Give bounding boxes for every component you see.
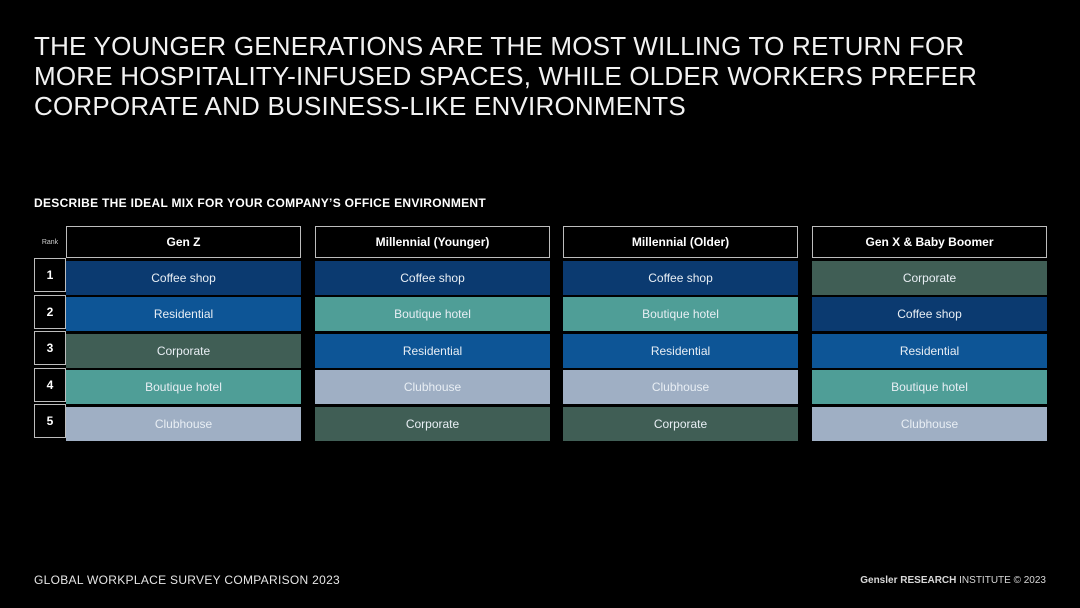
table-subtitle: DESCRIBE THE IDEAL MIX FOR YOUR COMPANY’… — [34, 196, 487, 210]
title-line-2: MORE HOSPITALITY-INFUSED SPACES, WHILE O… — [34, 61, 978, 91]
mix-cell: Clubhouse — [315, 370, 550, 404]
mix-cell: Corporate — [812, 260, 1047, 295]
mix-cell: Boutique hotel — [812, 370, 1047, 404]
rank-column: Rank 1 2 3 4 5 — [34, 226, 66, 441]
title-line-1: THE YOUNGER GENERATIONS ARE THE MOST WIL… — [34, 31, 965, 61]
mix-cell: Corporate — [66, 333, 301, 368]
mix-cell: Coffee shop — [563, 260, 798, 295]
brand-footer: Gensler RESEARCH INSTITUTE © 2023 — [860, 575, 1046, 586]
mix-cell: Corporate — [315, 406, 550, 441]
group-gen-z: Gen Z Coffee shop Residential Corporate … — [66, 226, 301, 441]
group-gen-x-baby-boomer: Gen X & Baby Boomer Corporate Coffee sho… — [812, 226, 1047, 441]
rank-cell: 5 — [34, 404, 66, 438]
mix-cell: Clubhouse — [563, 370, 798, 404]
survey-footer: GLOBAL WORKPLACE SURVEY COMPARISON 2023 — [34, 573, 341, 587]
group-header: Millennial (Older) — [563, 226, 798, 258]
mix-cell: Residential — [812, 333, 1047, 368]
title-line-3: CORPORATE AND BUSINESS-LIKE ENVIRONMENTS — [34, 91, 686, 121]
page-title: THE YOUNGER GENERATIONS ARE THE MOST WIL… — [34, 31, 1034, 121]
mix-cell: Boutique hotel — [66, 370, 301, 404]
group-millennial-older: Millennial (Older) Coffee shop Boutique … — [563, 226, 798, 441]
rank-cell: 2 — [34, 294, 66, 329]
mix-cell: Corporate — [563, 406, 798, 441]
mix-cell: Coffee shop — [812, 297, 1047, 331]
mix-cell: Coffee shop — [66, 260, 301, 295]
brand-suffix: INSTITUTE © 2023 — [956, 575, 1046, 586]
mix-cell: Clubhouse — [66, 406, 301, 441]
rank-cell: 4 — [34, 367, 66, 402]
mix-cell: Boutique hotel — [563, 297, 798, 331]
brand-name: Gensler RESEARCH — [860, 575, 957, 586]
rank-header: Rank — [41, 238, 59, 246]
mix-cell: Residential — [315, 333, 550, 368]
group-header: Gen Z — [66, 226, 301, 258]
rank-cell: 3 — [34, 331, 66, 365]
group-millennial-younger: Millennial (Younger) Coffee shop Boutiqu… — [315, 226, 550, 441]
rank-cell: 1 — [34, 258, 66, 292]
group-header: Gen X & Baby Boomer — [812, 226, 1047, 258]
mix-cell: Coffee shop — [315, 260, 550, 295]
mix-cell: Boutique hotel — [315, 297, 550, 331]
group-header: Millennial (Younger) — [315, 226, 550, 258]
mix-cell: Residential — [66, 297, 301, 331]
mix-cell: Residential — [563, 333, 798, 368]
mix-cell: Clubhouse — [812, 406, 1047, 441]
